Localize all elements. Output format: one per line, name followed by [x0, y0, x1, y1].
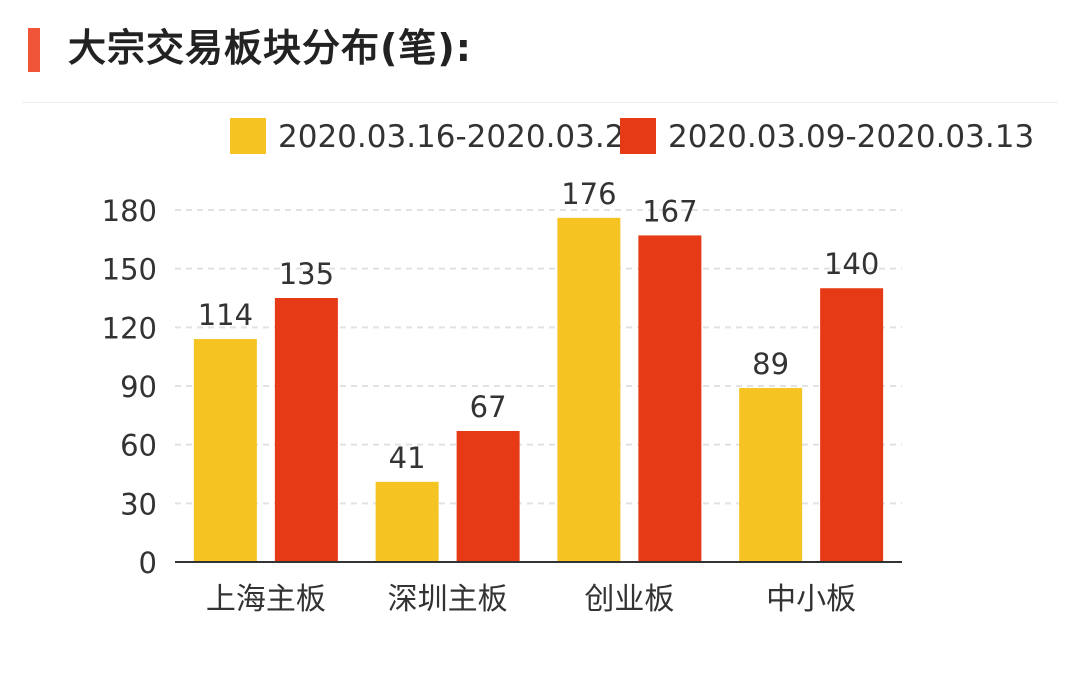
legend-swatch-1	[230, 118, 266, 154]
data-label: 135	[279, 257, 334, 291]
bar-2-series-2	[456, 430, 520, 562]
y-tick-label: 60	[120, 429, 157, 463]
x-tick-label: 中小板	[766, 582, 856, 617]
bar-1-series-2	[274, 298, 338, 562]
bar-2-series-1	[375, 481, 439, 562]
legend-label-1: 2020.03.16-2020.03.20	[278, 119, 644, 155]
page-title: 大宗交易板块分布(笔):	[68, 26, 472, 70]
data-label: 167	[642, 194, 697, 228]
data-label: 89	[752, 347, 789, 381]
legend-swatch-2	[620, 118, 656, 154]
x-tick-label: 深圳主板	[388, 582, 508, 617]
title-accent-bar	[28, 28, 40, 72]
data-label: 67	[470, 390, 507, 424]
bar-3-series-2	[638, 235, 702, 562]
legend-label-2: 2020.03.09-2020.03.13	[668, 119, 1034, 155]
x-tick-label: 创业板	[584, 582, 674, 617]
bar-1-series-1	[193, 339, 257, 562]
bar-4-series-2	[820, 288, 884, 562]
bar-3-series-1	[557, 217, 621, 563]
data-label: 140	[824, 247, 879, 281]
data-label: 176	[561, 177, 616, 211]
y-tick-label: 120	[102, 311, 157, 345]
data-label: 114	[198, 298, 253, 332]
bar-4-series-1	[739, 387, 803, 562]
y-tick-label: 150	[102, 253, 157, 287]
y-tick-label: 0	[139, 546, 157, 580]
y-tick-label: 90	[120, 370, 157, 404]
y-tick-label: 180	[102, 194, 157, 228]
y-tick-label: 30	[120, 487, 157, 521]
x-tick-label: 上海主板	[206, 582, 326, 617]
data-label: 41	[389, 441, 426, 475]
header-divider	[22, 102, 1058, 103]
